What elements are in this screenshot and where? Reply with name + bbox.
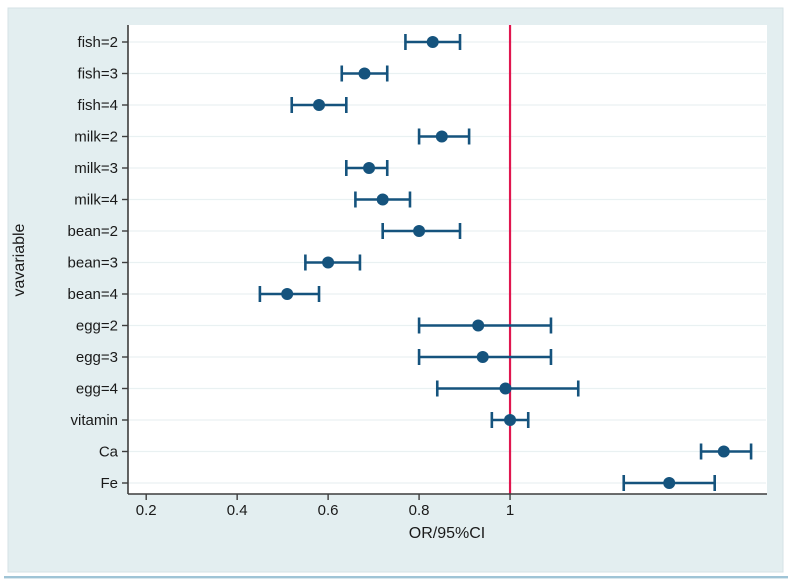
row-label: milk=3 <box>74 160 118 177</box>
row-label: fish=2 <box>78 34 118 51</box>
row-label: milk=2 <box>74 129 118 146</box>
forest-row <box>417 317 553 334</box>
point-marker <box>435 130 448 143</box>
forest-row <box>435 380 580 397</box>
point-marker <box>313 99 326 111</box>
point-marker <box>472 319 485 332</box>
row-label: fish=4 <box>78 97 118 114</box>
error-bar-series <box>258 34 753 491</box>
row-label: egg=4 <box>76 381 118 398</box>
row-label: Ca <box>99 444 119 461</box>
forest-row <box>345 160 389 176</box>
forest-row <box>290 97 348 113</box>
point-marker <box>358 67 371 80</box>
x-tick-label: 0.6 <box>318 502 339 519</box>
point-marker <box>376 193 389 206</box>
row-label: egg=3 <box>76 349 118 366</box>
forest-row <box>490 412 530 428</box>
forest-row <box>417 349 553 365</box>
screenshot-bottom-edge-artifact <box>4 576 788 579</box>
x-tick-label: 0.4 <box>227 502 248 519</box>
forest-row <box>340 65 389 82</box>
row-label: milk=4 <box>74 192 118 209</box>
forest-row <box>381 223 462 239</box>
point-marker <box>504 414 517 426</box>
forest-row <box>699 443 753 460</box>
point-marker <box>717 445 730 458</box>
row-label: bean=3 <box>68 255 118 272</box>
y-axis-ticks <box>122 41 128 484</box>
point-marker <box>322 256 335 269</box>
row-label: vitamin <box>70 412 118 429</box>
row-label: bean=2 <box>68 223 118 240</box>
forest-row <box>417 128 471 145</box>
point-marker <box>413 225 426 237</box>
row-labels: fish=2 fish=3 fish=4 milk=2 milk=3 milk=4 bean… <box>68 34 119 492</box>
point-marker <box>363 162 376 174</box>
point-marker <box>281 288 294 300</box>
x-tick-label: 0.2 <box>136 502 157 519</box>
row-label: egg=2 <box>76 318 118 335</box>
plot-area <box>128 25 767 494</box>
point-marker <box>476 351 489 363</box>
forest-row <box>404 34 462 50</box>
x-axis-tick-labels: 0.2 0.4 0.6 0.8 1 <box>136 502 514 519</box>
y-axis-title: vavariable <box>11 223 28 296</box>
forest-row <box>304 254 362 271</box>
row-label: fish=3 <box>78 66 118 83</box>
forest-row <box>258 286 321 302</box>
forest-row <box>622 475 716 491</box>
row-label: bean=4 <box>68 286 118 303</box>
point-marker <box>499 382 512 395</box>
row-label: Fe <box>100 475 118 492</box>
forest-row <box>354 191 412 208</box>
x-axis-title: OR/95%CI <box>409 525 485 542</box>
x-axis-ticks <box>145 494 511 500</box>
point-marker <box>663 477 676 489</box>
x-tick-label: 1 <box>506 502 514 519</box>
x-tick-label: 0.8 <box>409 502 430 519</box>
point-marker <box>426 36 439 48</box>
